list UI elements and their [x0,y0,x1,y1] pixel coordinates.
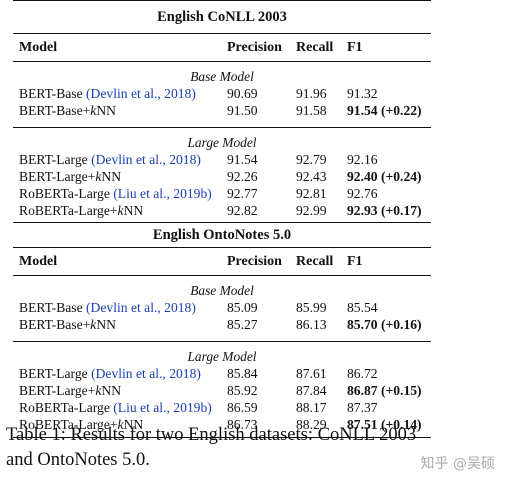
citation-link[interactable]: (Devlin et al., 2018) [86,299,196,315]
f1-value: 86.72 [347,365,378,381]
f1-value: 87.51 (+0.14) [347,416,422,432]
table-row: BERT-Large (Devlin et al., 2018) 85.84 8… [13,365,431,382]
table-title-conll: English CoNLL 2003 [157,8,287,25]
recall-value: 88.29 [296,416,327,432]
table-conll: English CoNLL 2003 Model Precision Recal… [13,0,431,219]
model-name: RoBERTa-Large+kNN [19,202,144,218]
citation-link[interactable]: (Devlin et al., 2018) [86,85,196,101]
header-row: Model Precision Recall F1 [13,34,431,61]
table-row: BERT-Base (Devlin et al., 2018) 85.09 85… [13,299,431,316]
header-precision: Precision [227,39,282,55]
model-name: BERT-Base (Devlin et al., 2018) [19,85,196,101]
f1-value: 91.54 (+0.22) [347,102,422,118]
group-label: Base Model [190,68,254,84]
recall-value: 92.81 [296,185,327,201]
header-model: Model [19,253,58,269]
f1-value: 92.76 [347,185,378,201]
citation-link[interactable]: (Devlin et al., 2018) [91,151,201,167]
header-f1: F1 [347,39,363,55]
model-name: BERT-Large+kNN [19,168,122,184]
table-row: BERT-Base (Devlin et al., 2018) 90.69 91… [13,85,431,102]
table-row: BERT-Large+kNN 92.26 92.43 92.40 (+0.24) [13,168,431,185]
header-row: Model Precision Recall F1 [13,248,431,275]
table-row: BERT-Base+kNN 91.50 91.58 91.54 (+0.22) [13,102,431,119]
model-name: RoBERTa-Large (Liu et al., 2019b) [19,185,212,201]
f1-value: 87.37 [347,399,378,415]
table-row: RoBERTa-Large (Liu et al., 2019b) 92.77 … [13,185,431,202]
precision-value: 92.82 [227,202,258,218]
table-caption: Table 1: Results for two English dataset… [6,423,446,473]
model-name: RoBERTa-Large (Liu et al., 2019b) [19,399,212,415]
caption-line-2: and OntoNotes 5.0. [6,450,150,470]
table-row: BERT-Base+kNN 85.27 86.13 85.70 (+0.16) [13,316,431,333]
recall-value: 87.61 [296,365,327,381]
header-recall: Recall [296,253,334,269]
table-title-ontonotes: English OntoNotes 5.0 [152,226,292,243]
header-model: Model [19,39,58,55]
precision-value: 92.26 [227,168,258,184]
citation-link[interactable]: (Liu et al., 2019b) [113,185,212,201]
model-name: BERT-Large+kNN [19,382,122,398]
table-row: RoBERTa-Large+kNN 92.82 92.99 92.93 (+0.… [13,202,431,219]
table-row: BERT-Large (Devlin et al., 2018) 91.54 9… [13,151,431,168]
f1-value: 92.93 (+0.17) [347,202,422,218]
header-recall: Recall [296,39,334,55]
group-label: Large Model [187,348,257,364]
group-label: Base Model [190,282,254,298]
watermark-text: 知乎 @吴硕 [420,456,495,472]
header-precision: Precision [227,253,282,269]
table-row: RoBERTa-Large (Liu et al., 2019b) 86.59 … [13,399,431,416]
f1-value: 85.54 [347,299,378,315]
recall-value: 92.43 [296,168,327,184]
group-label: Large Model [187,134,257,150]
recall-value: 86.13 [296,316,327,332]
model-name: BERT-Large (Devlin et al., 2018) [19,151,201,167]
f1-value: 85.70 (+0.16) [347,316,422,332]
precision-value: 85.84 [227,365,258,381]
citation-link[interactable]: (Devlin et al., 2018) [91,365,201,381]
table-row: BERT-Large+kNN 85.92 87.84 86.87 (+0.15) [13,382,431,399]
recall-value: 91.58 [296,102,327,118]
model-name: RoBERTa-Large+kNN [19,416,144,432]
f1-value: 86.87 (+0.15) [347,382,422,398]
recall-value: 91.96 [296,85,327,101]
precision-value: 90.69 [227,85,258,101]
precision-value: 86.73 [227,416,258,432]
results-table: English CoNLL 2003 Model Precision Recal… [13,0,431,438]
precision-value: 92.77 [227,185,258,201]
precision-value: 85.09 [227,299,258,315]
f1-value: 91.32 [347,85,378,101]
recall-value: 92.99 [296,202,327,218]
precision-value: 91.54 [227,151,258,167]
model-name: BERT-Base (Devlin et al., 2018) [19,299,196,315]
caption-line-1: Table 1: Results for two English dataset… [6,425,417,445]
recall-value: 87.84 [296,382,327,398]
model-name: BERT-Large (Devlin et al., 2018) [19,365,201,381]
f1-value: 92.16 [347,151,378,167]
precision-value: 91.50 [227,102,258,118]
model-name: BERT-Base+kNN [19,316,116,332]
f1-value: 92.40 (+0.24) [347,168,422,184]
precision-value: 85.27 [227,316,258,332]
recall-value: 92.79 [296,151,327,167]
table-row: RoBERTa-Large+kNN 86.73 88.29 87.51 (+0.… [13,416,431,433]
model-name: BERT-Base+kNN [19,102,116,118]
recall-value: 85.99 [296,299,327,315]
recall-value: 88.17 [296,399,327,415]
table-ontonotes: English OntoNotes 5.0 Model Precision Re… [13,222,431,438]
header-f1: F1 [347,253,363,269]
citation-link[interactable]: (Liu et al., 2019b) [113,399,212,415]
precision-value: 86.59 [227,399,258,415]
precision-value: 85.92 [227,382,258,398]
